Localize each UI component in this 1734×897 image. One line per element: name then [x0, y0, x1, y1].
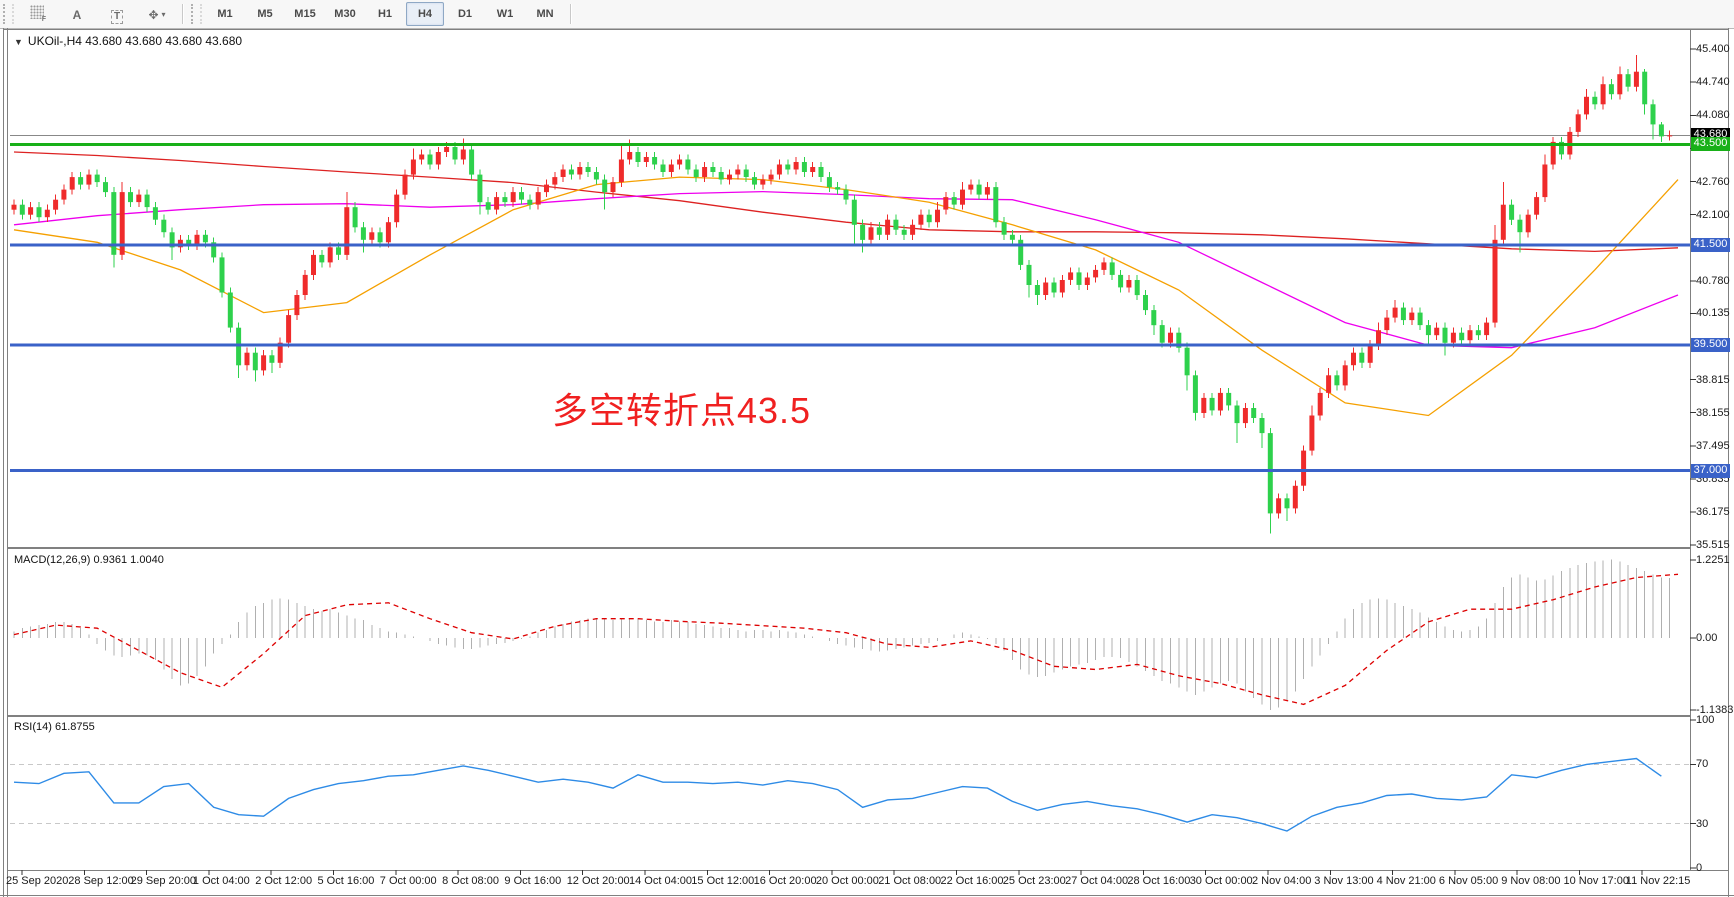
window-border-left-inner [7, 28, 8, 897]
timeframe-button-w1[interactable]: W1 [496, 8, 514, 20]
price-scale-label: 44.740 [1696, 76, 1730, 89]
macd-scale-label: -1.1383 [1696, 704, 1734, 716]
price-scale-label: 40.780 [1696, 274, 1730, 287]
grid-f-icon[interactable]: F [18, 0, 56, 24]
timeframe-button-h1[interactable]: H1 [377, 8, 393, 20]
toolbar-separator-2 [570, 4, 571, 24]
price-scale-label: 37.495 [1696, 439, 1730, 452]
draw-objects-icon: ✥ [148, 7, 159, 22]
price-scale-marker: 41.500 [1691, 237, 1730, 252]
time-axis-label: 27 Oct 04:00 [1065, 875, 1129, 887]
separator-main-macd[interactable] [8, 547, 1728, 549]
draw-objects-icon[interactable]: ✥ ▾ [138, 3, 176, 27]
text-label-icon[interactable]: T [98, 5, 136, 29]
timeframe-button-d1[interactable]: D1 [457, 8, 473, 20]
time-axis-label: 5 Oct 16:00 [317, 875, 375, 887]
toolbar-drag-handle[interactable] [3, 4, 14, 24]
rsi-scale-label: 100 [1696, 714, 1715, 726]
main-chart-area[interactable] [8, 30, 1690, 547]
window-border-right [1728, 28, 1729, 897]
time-axis-label: 16 Oct 20:00 [753, 875, 817, 887]
macd-panel-area[interactable] [8, 549, 1690, 715]
time-axis-label: 28 Sep 12:00 [68, 875, 134, 887]
time-axis-label: 29 Sep 20:00 [130, 875, 197, 887]
timeframe-button-m5[interactable]: M5 [257, 8, 273, 20]
time-axis-label: 11 Nov 22:15 [1625, 875, 1691, 887]
time-axis-label: 20 Oct 00:00 [815, 875, 879, 887]
grid-f-icon: F [30, 4, 46, 23]
separator-macd-rsi[interactable] [8, 715, 1728, 717]
timeframe-button-m15[interactable]: M15 [294, 8, 316, 20]
time-axis-label: 22 Oct 16:00 [940, 875, 1004, 887]
price-scale-marker: 39.500 [1691, 338, 1730, 353]
window-border-left-outer [3, 28, 4, 897]
text-label-icon: T [110, 9, 124, 24]
toolbar-separator [182, 4, 183, 24]
price-scale-label: 38.815 [1696, 373, 1730, 386]
rsi-panel-area[interactable] [8, 717, 1690, 870]
price-scale-border [1690, 30, 1691, 870]
price-scale-label: 44.080 [1696, 109, 1730, 122]
dropdown-caret-icon[interactable]: ▾ [161, 10, 166, 19]
price-scale-label: 42.760 [1696, 175, 1730, 188]
toolbar: F A T ✥ ▾ M1 M5 M15 M30 H1 H4 D1 W1 MN [0, 0, 1734, 29]
price-scale-label: 45.400 [1696, 43, 1730, 56]
chart-border-top [3, 29, 1728, 30]
timeframe-button-m1[interactable]: M1 [217, 8, 233, 20]
separator-rsi-timeaxis [8, 870, 1728, 871]
time-axis-label: 2 Nov 04:00 [1252, 875, 1312, 887]
time-axis-label: 3 Nov 13:00 [1314, 875, 1374, 887]
macd-scale-label: 1.2251 [1696, 554, 1730, 566]
time-axis-label: 1 Oct 04:00 [192, 875, 250, 887]
price-scale-marker: 37.000 [1691, 463, 1730, 478]
font-a-icon: A [72, 7, 82, 22]
window-border-bottom [0, 895, 1734, 896]
time-axis-label: 15 Oct 12:00 [691, 875, 755, 887]
rsi-scale-label: 70 [1696, 758, 1709, 771]
font-a-icon[interactable]: A [58, 3, 96, 27]
chart-annotation-text: 多空转折点43.5 [552, 390, 812, 431]
time-axis-label: 6 Nov 05:00 [1438, 875, 1499, 887]
price-scale-label: 40.135 [1696, 307, 1730, 320]
chart-title: ▼ UKOil-,H4 43.680 43.680 43.680 43.680 [14, 34, 243, 48]
price-scale-label: 35.515 [1696, 539, 1730, 552]
collapse-triangle-icon[interactable]: ▼ [14, 37, 23, 47]
macd-scale-label: 0.00 [1696, 631, 1718, 644]
time-axis-label: 21 Oct 08:00 [878, 875, 942, 887]
rsi-label: RSI(14) 61.8755 [14, 721, 95, 733]
rsi-scale-label: 0 [1696, 862, 1703, 874]
price-scale-label: 42.100 [1696, 208, 1730, 221]
price-scale-label: 36.175 [1696, 506, 1730, 519]
timeframe-button-mn[interactable]: MN [536, 8, 554, 20]
time-axis-label: 25 Oct 23:00 [1002, 875, 1066, 887]
time-axis-label: 10 Nov 17:00 [1563, 875, 1629, 887]
time-axis-label: 7 Oct 00:00 [379, 875, 437, 887]
macd-label: MACD(12,26,9) 0.9361 1.0040 [14, 554, 164, 566]
time-axis-label: 25 Sep 2020 [6, 875, 69, 887]
time-axis-label: 9 Oct 16:00 [504, 875, 562, 887]
price-scale-marker: 43.500 [1691, 137, 1730, 152]
price-scale-label: 38.155 [1696, 406, 1730, 419]
time-axis-label: 8 Oct 08:00 [442, 875, 499, 887]
price-scale-area[interactable] [1691, 30, 1728, 870]
time-axis-label: 9 Nov 08:00 [1501, 875, 1561, 887]
time-axis-label: 30 Oct 00:00 [1189, 875, 1253, 887]
timeframe-button-h4[interactable]: H4 [406, 2, 444, 26]
time-axis-area[interactable] [8, 871, 1728, 895]
time-axis-label: 2 Oct 12:00 [255, 875, 313, 887]
time-axis-label: 4 Nov 21:00 [1376, 875, 1436, 887]
timeframe-toolbar-drag-handle[interactable] [191, 4, 202, 24]
timeframe-button-m30[interactable]: M30 [334, 8, 356, 20]
time-axis-label: 28 Oct 16:00 [1127, 875, 1191, 887]
rsi-scale-label: 30 [1696, 817, 1709, 830]
time-axis-label: 12 Oct 20:00 [566, 875, 630, 887]
time-axis-label: 14 Oct 04:00 [629, 875, 692, 887]
